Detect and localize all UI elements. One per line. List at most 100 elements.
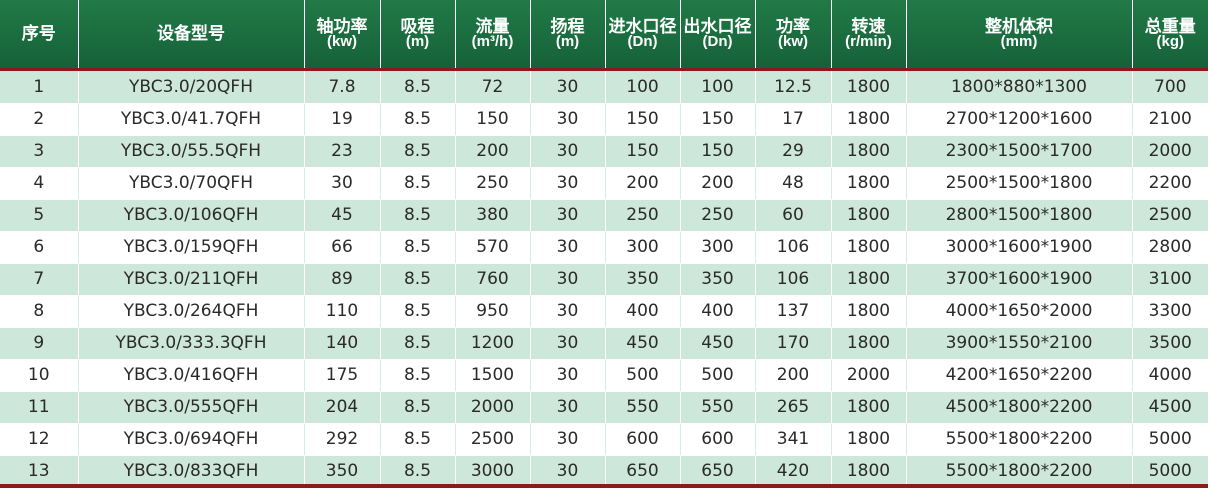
table-cell: 30 <box>530 71 606 104</box>
table-cell: 2300*1500*1700 <box>906 135 1133 168</box>
table-cell: YBC3.0/159QFH <box>78 231 305 264</box>
column-header-unit: (kw) <box>327 33 357 50</box>
table-cell: 12 <box>0 423 79 456</box>
table-cell: 200 <box>755 359 832 392</box>
table-cell: 2000 <box>1132 135 1208 168</box>
column-header-label: 轴功率 <box>316 17 368 36</box>
table-cell: YBC3.0/333.3QFH <box>78 327 305 360</box>
table-cell: 200 <box>680 167 756 200</box>
table-cell: 3300 <box>1132 295 1208 328</box>
table-cell: 1800 <box>831 231 907 264</box>
column-header-unit: (Dn) <box>702 33 733 50</box>
table-cell: 19 <box>304 103 381 136</box>
table-cell: 300 <box>680 231 756 264</box>
table-cell: 100 <box>605 71 681 104</box>
table-cell: 30 <box>530 327 606 360</box>
table-cell: 650 <box>605 455 681 488</box>
table-cell: 1800 <box>831 295 907 328</box>
table-cell: 450 <box>680 327 756 360</box>
table-cell: YBC3.0/833QFH <box>78 455 305 488</box>
table-cell: 150 <box>680 103 756 136</box>
table-cell: 8.5 <box>380 167 456 200</box>
table-cell: 30 <box>530 295 606 328</box>
table-cell: 6 <box>0 231 79 264</box>
column-header: 序号 <box>0 0 79 68</box>
table-cell: 8.5 <box>380 199 456 232</box>
table-cell: 300 <box>605 231 681 264</box>
table-cell: 600 <box>680 423 756 456</box>
column-header: 出水口径 (Dn) <box>680 0 756 68</box>
column-header-label: 扬程 <box>550 17 585 36</box>
table-cell: 30 <box>530 359 606 392</box>
table-cell: 204 <box>304 391 381 424</box>
table-cell: 8.5 <box>380 359 456 392</box>
table-cell: 2800 <box>1132 231 1208 264</box>
column-header-unit: (r/min) <box>845 33 892 50</box>
table-cell: 5500*1800*2200 <box>906 423 1133 456</box>
column-header-label: 总重量 <box>1144 17 1196 36</box>
table-cell: 8.5 <box>380 103 456 136</box>
table-cell: YBC3.0/694QFH <box>78 423 305 456</box>
table-cell: 30 <box>530 423 606 456</box>
table-cell: 30 <box>530 199 606 232</box>
table-cell: 17 <box>755 103 832 136</box>
table-cell: 350 <box>605 263 681 296</box>
table-cell: 4500 <box>1132 391 1208 424</box>
column-header-unit: (m) <box>555 33 580 50</box>
table-cell: 4000*1650*2000 <box>906 295 1133 328</box>
table-cell: 8.5 <box>380 295 456 328</box>
table-cell: 10 <box>0 359 79 392</box>
table-cell: 3100 <box>1132 263 1208 296</box>
column-header-unit: (m) <box>405 33 430 50</box>
table-row: 8 YBC3.0/264QFH 110 8.5 950 30 400 400 137 1800 40… <box>0 295 1208 328</box>
column-header-label: 整机体积 <box>985 17 1053 36</box>
table-cell: YBC3.0/20QFH <box>78 71 305 104</box>
column-header: 总重量 (kg) <box>1132 0 1208 68</box>
table-cell: 30 <box>530 231 606 264</box>
table-row: 6 YBC3.0/159QFH 66 8.5 570 30 300 300 106 1800 300… <box>0 231 1208 264</box>
table-cell: 7.8 <box>304 71 381 104</box>
table-cell: 30 <box>530 391 606 424</box>
table-cell: YBC3.0/211QFH <box>78 263 305 296</box>
column-header-label: 设备型号 <box>157 24 225 43</box>
table-cell: 1800 <box>831 327 907 360</box>
column-header: 功率 (kw) <box>755 0 832 68</box>
table-cell: YBC3.0/41.7QFH <box>78 103 305 136</box>
table-cell: 760 <box>455 263 531 296</box>
table-cell: 2800*1500*1800 <box>906 199 1133 232</box>
table-cell: 30 <box>530 135 606 168</box>
table-body: 1 YBC3.0/20QFH 7.8 8.5 72 30 100 100 12.5 1800 180… <box>0 71 1208 488</box>
table-cell: 1800*880*1300 <box>906 71 1133 104</box>
table-cell: 1800 <box>831 167 907 200</box>
table-row: 13 YBC3.0/833QFH 350 8.5 3000 30 650 650 420 1800… <box>0 455 1208 488</box>
column-header-unit: (kg) <box>1156 33 1185 50</box>
table-cell: 7 <box>0 263 79 296</box>
column-header: 整机体积 (mm) <box>906 0 1133 68</box>
table-cell: 4200*1650*2200 <box>906 359 1133 392</box>
table-cell: 2100 <box>1132 103 1208 136</box>
column-header-label: 进水口径 <box>608 17 677 36</box>
table-cell: 500 <box>605 359 681 392</box>
table-cell: 250 <box>680 199 756 232</box>
column-header: 轴功率 (kw) <box>304 0 381 68</box>
table-row: 7 YBC3.0/211QFH 89 8.5 760 30 350 350 106 1800 370… <box>0 263 1208 296</box>
column-header: 转速 (r/min) <box>831 0 907 68</box>
table-cell: 30 <box>530 263 606 296</box>
table-cell: 2 <box>0 103 79 136</box>
table-row: 3 YBC3.0/55.5QFH 23 8.5 200 30 150 150 29 1800 230… <box>0 135 1208 168</box>
table-cell: YBC3.0/416QFH <box>78 359 305 392</box>
table-cell: 5000 <box>1132 455 1208 488</box>
table-cell: 2500 <box>1132 199 1208 232</box>
table-cell: 72 <box>455 71 531 104</box>
column-header-label: 流量 <box>475 17 510 36</box>
table-cell: 30 <box>304 167 381 200</box>
table-cell: 380 <box>455 199 531 232</box>
table-cell: 2000 <box>455 391 531 424</box>
table-cell: 2700*1200*1600 <box>906 103 1133 136</box>
column-header-unit: (mm) <box>1000 33 1038 50</box>
table-cell: 1800 <box>831 199 907 232</box>
table-cell: 200 <box>455 135 531 168</box>
table-cell: 2500*1500*1800 <box>906 167 1133 200</box>
table-cell: 500 <box>680 359 756 392</box>
